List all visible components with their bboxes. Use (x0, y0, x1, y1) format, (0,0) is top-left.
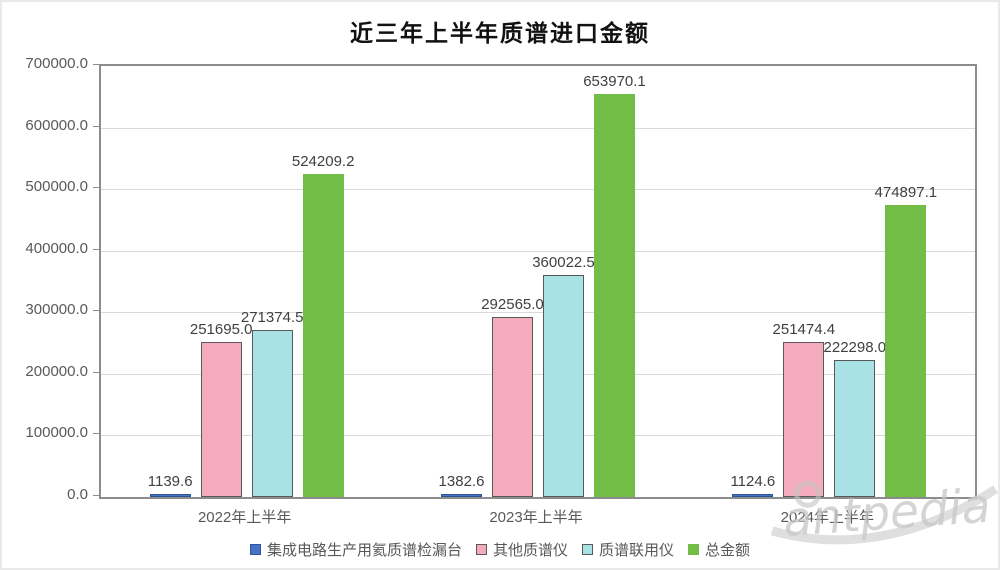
bar-其他质谱仪-2024年上半年 (783, 342, 825, 497)
legend-item: 其他质谱仪 (475, 539, 568, 560)
y-tick-mark (93, 64, 99, 65)
y-tick-label: 600000.0 (25, 116, 88, 134)
legend-item: 质谱联用仪 (582, 539, 674, 560)
data-label: 271374.5 (240, 308, 304, 326)
legend-swatch-icon (582, 544, 593, 555)
legend: 集成电路生产用氦质谱检漏台 其他质谱仪 质谱联用仪 总金额 (2, 539, 998, 560)
gridline (101, 127, 975, 129)
legend-swatch-icon (688, 544, 700, 555)
data-label: 1382.6 (438, 473, 485, 490)
y-tick-mark (93, 371, 99, 373)
data-label: 1139.6 (147, 473, 193, 490)
bar-集成电路生产用氦质谱检漏台-2022年上半年 (149, 494, 191, 497)
legend-label: 总金额 (705, 542, 751, 559)
legend-label: 其他质谱仪 (492, 542, 568, 559)
bar-总金额-2024年上半年 (885, 204, 927, 497)
data-label: 524209.2 (291, 153, 355, 171)
y-tick-label: 100000.0 (25, 424, 88, 442)
data-label: 1124.6 (730, 473, 776, 490)
data-label: 292565.0 (481, 295, 544, 313)
legend-label: 集成电路生产用氦质谱检漏台 (266, 542, 462, 559)
bar-其他质谱仪-2022年上半年 (200, 342, 242, 497)
legend-item: 集成电路生产用氦质谱检漏台 (249, 539, 462, 560)
gridline (101, 312, 975, 314)
y-tick-mark (93, 187, 99, 189)
y-tick-mark (93, 310, 99, 312)
data-label: 474897.1 (874, 183, 938, 201)
y-tick-label: 0.0 (67, 486, 88, 503)
y-tick-mark (93, 248, 99, 250)
y-tick-label: 500000.0 (25, 178, 88, 196)
data-label: 251474.4 (772, 321, 836, 339)
legend-swatch-icon (249, 544, 261, 555)
chart-title: 近三年上半年质谱进口金额 (350, 21, 650, 46)
legend-item: 总金额 (688, 539, 750, 560)
bar-总金额-2023年上半年 (594, 94, 635, 497)
bar-质谱联用仪-2023年上半年 (543, 275, 584, 497)
data-label: 653970.1 (583, 73, 646, 91)
gridline (101, 189, 975, 191)
data-label: 222298.0 (823, 339, 887, 357)
gridline (101, 373, 975, 375)
y-tick-mark (93, 495, 99, 496)
data-label: 251695.0 (189, 321, 253, 339)
gridline (101, 250, 975, 252)
y-tick-label: 200000.0 (25, 362, 88, 380)
legend-label: 质谱联用仪 (599, 542, 675, 559)
y-tick-mark (93, 125, 99, 127)
legend-swatch-icon (475, 544, 487, 555)
y-tick-label: 400000.0 (25, 239, 88, 257)
bar-总金额-2022年上半年 (302, 174, 344, 497)
bar-质谱联用仪-2022年上半年 (251, 329, 293, 497)
y-tick-label: 300000.0 (25, 301, 88, 319)
bar-集成电路生产用氦质谱检漏台-2023年上半年 (441, 494, 482, 497)
y-tick-label: 700000.0 (25, 55, 88, 72)
x-tick-label: 2023年上半年 (489, 509, 583, 526)
bar-其他质谱仪-2023年上半年 (492, 316, 533, 497)
bar-集成电路生产用氦质谱检漏台-2024年上半年 (732, 494, 774, 497)
x-tick-label: 2024年上半年 (780, 509, 875, 526)
gridline (101, 435, 975, 437)
y-tick-mark (93, 433, 99, 435)
x-tick-label: 2022年上半年 (197, 509, 292, 526)
bar-质谱联用仪-2024年上半年 (834, 360, 876, 497)
data-label: 360022.5 (532, 254, 595, 272)
plot-area: 1139.6 251695.0 271374.5 524209.2 1382.6 2925… (99, 64, 977, 499)
